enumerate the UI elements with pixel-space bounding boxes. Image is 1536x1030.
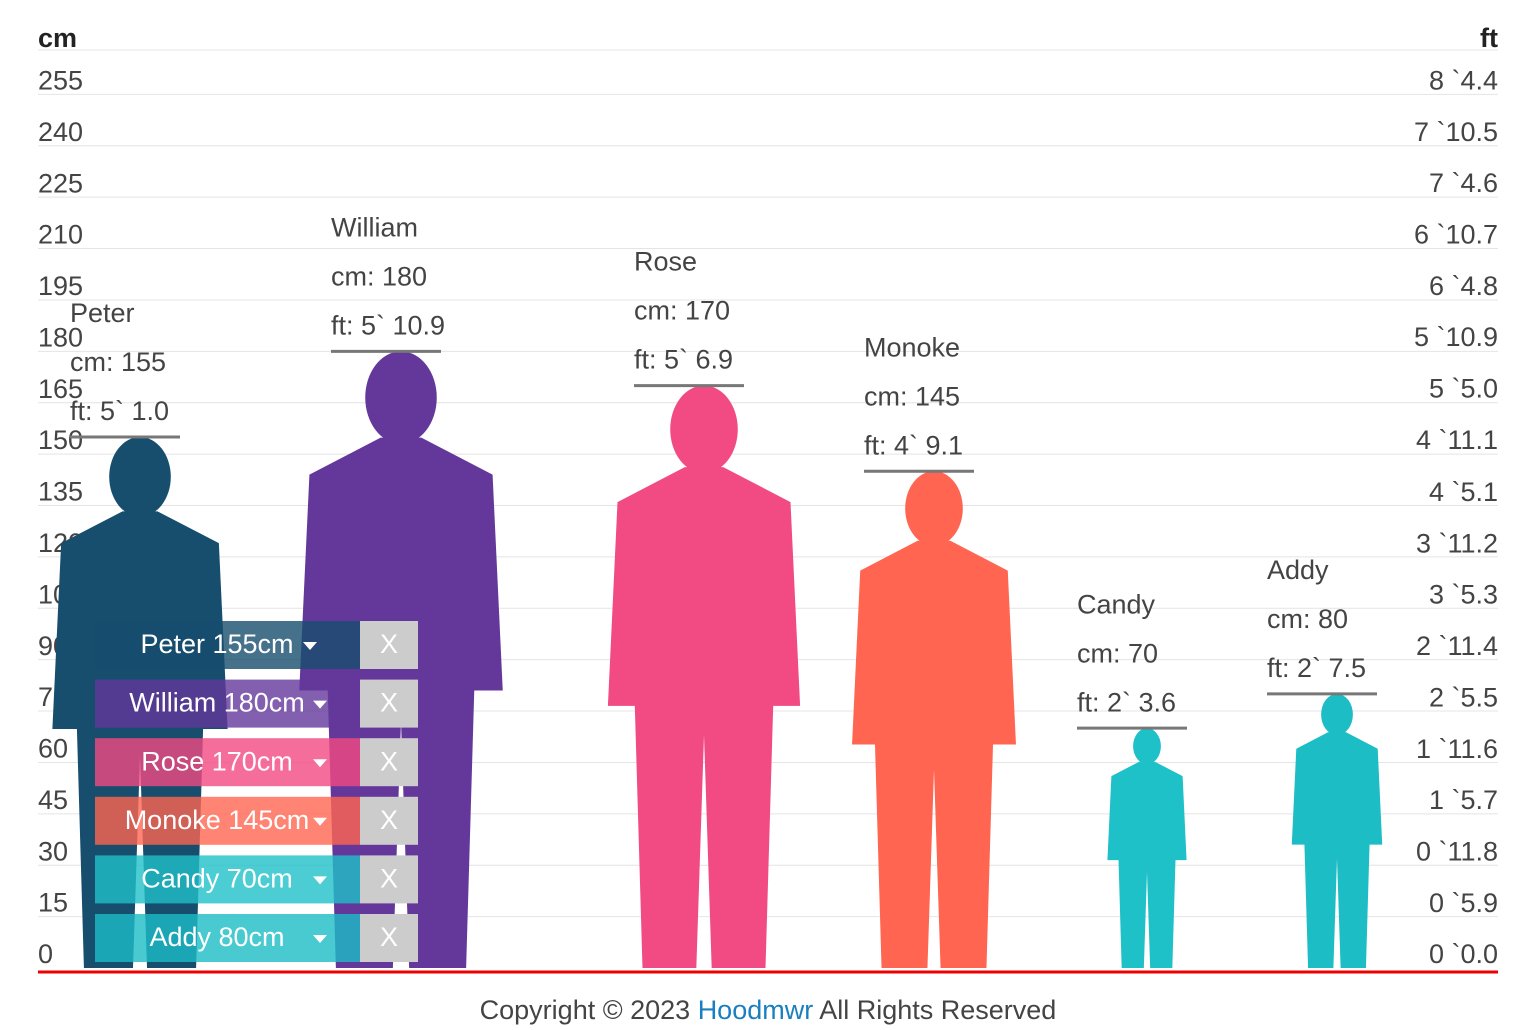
y2-tick-label: 3 `11.2	[1416, 528, 1498, 558]
cm-label: cm: 180	[331, 261, 427, 291]
figure-name: Addy	[1267, 555, 1329, 585]
dropdown-caret	[313, 817, 327, 826]
figure-name: Peter	[70, 298, 135, 328]
y2-tick-label: 7 `4.6	[1429, 168, 1498, 198]
control-row: William 180cm X	[95, 679, 418, 728]
control-label: Rose 170cm	[141, 746, 293, 776]
footer-prefix: Copyright © 2023	[480, 995, 691, 1025]
control-row: Addy 80cm X	[95, 914, 418, 962]
y-tick-label: 30	[38, 836, 68, 866]
dropdown-caret	[313, 935, 327, 943]
y-tick-label: 15	[38, 888, 68, 918]
dropdown-caret	[313, 759, 327, 768]
y2-tick-label: 6 `10.7	[1414, 219, 1498, 249]
y2-tick-label: 5 `10.9	[1414, 322, 1498, 352]
y2-tick-label: 5 `5.0	[1429, 374, 1498, 404]
dropdown-caret	[313, 876, 327, 885]
ft-label: ft: 5` 1.0	[70, 396, 169, 426]
control-label: Addy 80cm	[149, 922, 284, 952]
control-row: Candy 70cm X	[95, 855, 418, 904]
y-tick-label: 180	[38, 322, 83, 352]
ft-label: ft: 2` 3.6	[1077, 687, 1176, 717]
control-select[interactable]	[95, 621, 360, 669]
remove-label: X	[380, 746, 398, 776]
ft-label: ft: 5` 6.9	[634, 345, 733, 375]
y-tick-label: 240	[38, 117, 83, 147]
footer-link[interactable]: Hoodmwr	[698, 995, 814, 1025]
y2-tick-label: 8 `4.4	[1429, 65, 1498, 95]
silhouette	[1107, 728, 1187, 968]
y2-axis-label: ft	[1480, 23, 1498, 53]
cm-label: cm: 70	[1077, 638, 1158, 668]
remove-label: X	[380, 805, 398, 835]
y-tick-label: 150	[38, 425, 83, 455]
ft-label: ft: 4` 9.1	[864, 430, 963, 460]
remove-button[interactable]	[360, 679, 418, 728]
y-tick-label: 210	[38, 220, 83, 250]
control-row: Monoke 145cm X	[95, 796, 418, 845]
y-tick-label: 195	[38, 271, 83, 301]
cm-label: cm: 155	[70, 347, 166, 377]
y-axis-label: cm	[38, 23, 77, 53]
control-row: Rose 170cm X	[95, 738, 418, 787]
ft-label: ft: 5` 10.9	[331, 310, 445, 340]
remove-label: X	[380, 629, 398, 659]
remove-label: X	[380, 688, 398, 718]
y2-tick-label: 0 `11.8	[1416, 836, 1498, 866]
figure-name: Candy	[1077, 589, 1156, 619]
silhouette	[607, 385, 801, 968]
y-tick-label: 225	[38, 168, 83, 198]
footer: Copyright © 2023 Hoodmwr All Rights Rese…	[480, 995, 1057, 1025]
cm-label: cm: 80	[1267, 604, 1348, 634]
remove-label: X	[380, 922, 398, 952]
y-tick-label: 135	[38, 477, 83, 507]
y2-tick-label: 6 `4.8	[1429, 271, 1498, 301]
remove-label: X	[380, 864, 398, 894]
figure-name: Rose	[634, 247, 697, 277]
y2-tick-label: 0 `5.9	[1429, 888, 1498, 918]
control-label: Peter 155cm	[140, 629, 293, 659]
ft-label: ft: 2` 7.5	[1267, 653, 1366, 683]
y2-tick-label: 2 `5.5	[1429, 682, 1498, 712]
remove-button[interactable]	[360, 738, 418, 787]
y2-tick-label: 2 `11.4	[1416, 631, 1498, 661]
y2-tick-label: 1 `11.6	[1416, 734, 1498, 764]
silhouette	[852, 471, 1016, 968]
y2-tick-label: 3 `5.3	[1429, 580, 1498, 610]
remove-button[interactable]	[360, 796, 418, 845]
y-tick-label: 0	[38, 939, 53, 969]
control-label: William 180cm	[129, 688, 305, 718]
figure-name: Monoke	[864, 332, 960, 362]
silhouette	[1291, 693, 1383, 968]
cm-label: cm: 170	[634, 296, 730, 326]
remove-button[interactable]	[360, 855, 418, 904]
y-tick-label: 45	[38, 785, 68, 815]
y-tick-label: 165	[38, 374, 83, 404]
cm-label: cm: 145	[864, 381, 960, 411]
dropdown-caret	[303, 642, 317, 650]
control-label: Monoke 145cm	[125, 805, 310, 835]
control-label: Candy 70cm	[141, 864, 293, 894]
footer-suffix: All Rights Reserved	[819, 995, 1056, 1025]
y2-tick-label: 7 `10.5	[1414, 117, 1498, 147]
y2-tick-label: 1 `5.7	[1429, 785, 1498, 815]
y2-tick-label: 0 `0.0	[1429, 939, 1498, 969]
y2-tick-label: 4 `5.1	[1429, 477, 1498, 507]
y2-tick-label: 4 `11.1	[1416, 425, 1498, 455]
remove-button[interactable]	[360, 621, 418, 669]
y-tick-label: 60	[38, 734, 68, 764]
figure-name: William	[331, 212, 418, 242]
dropdown-caret	[313, 700, 327, 709]
control-row: Peter 155cm X	[95, 621, 418, 669]
y-tick-label: 255	[38, 66, 83, 96]
remove-button[interactable]	[360, 914, 418, 962]
